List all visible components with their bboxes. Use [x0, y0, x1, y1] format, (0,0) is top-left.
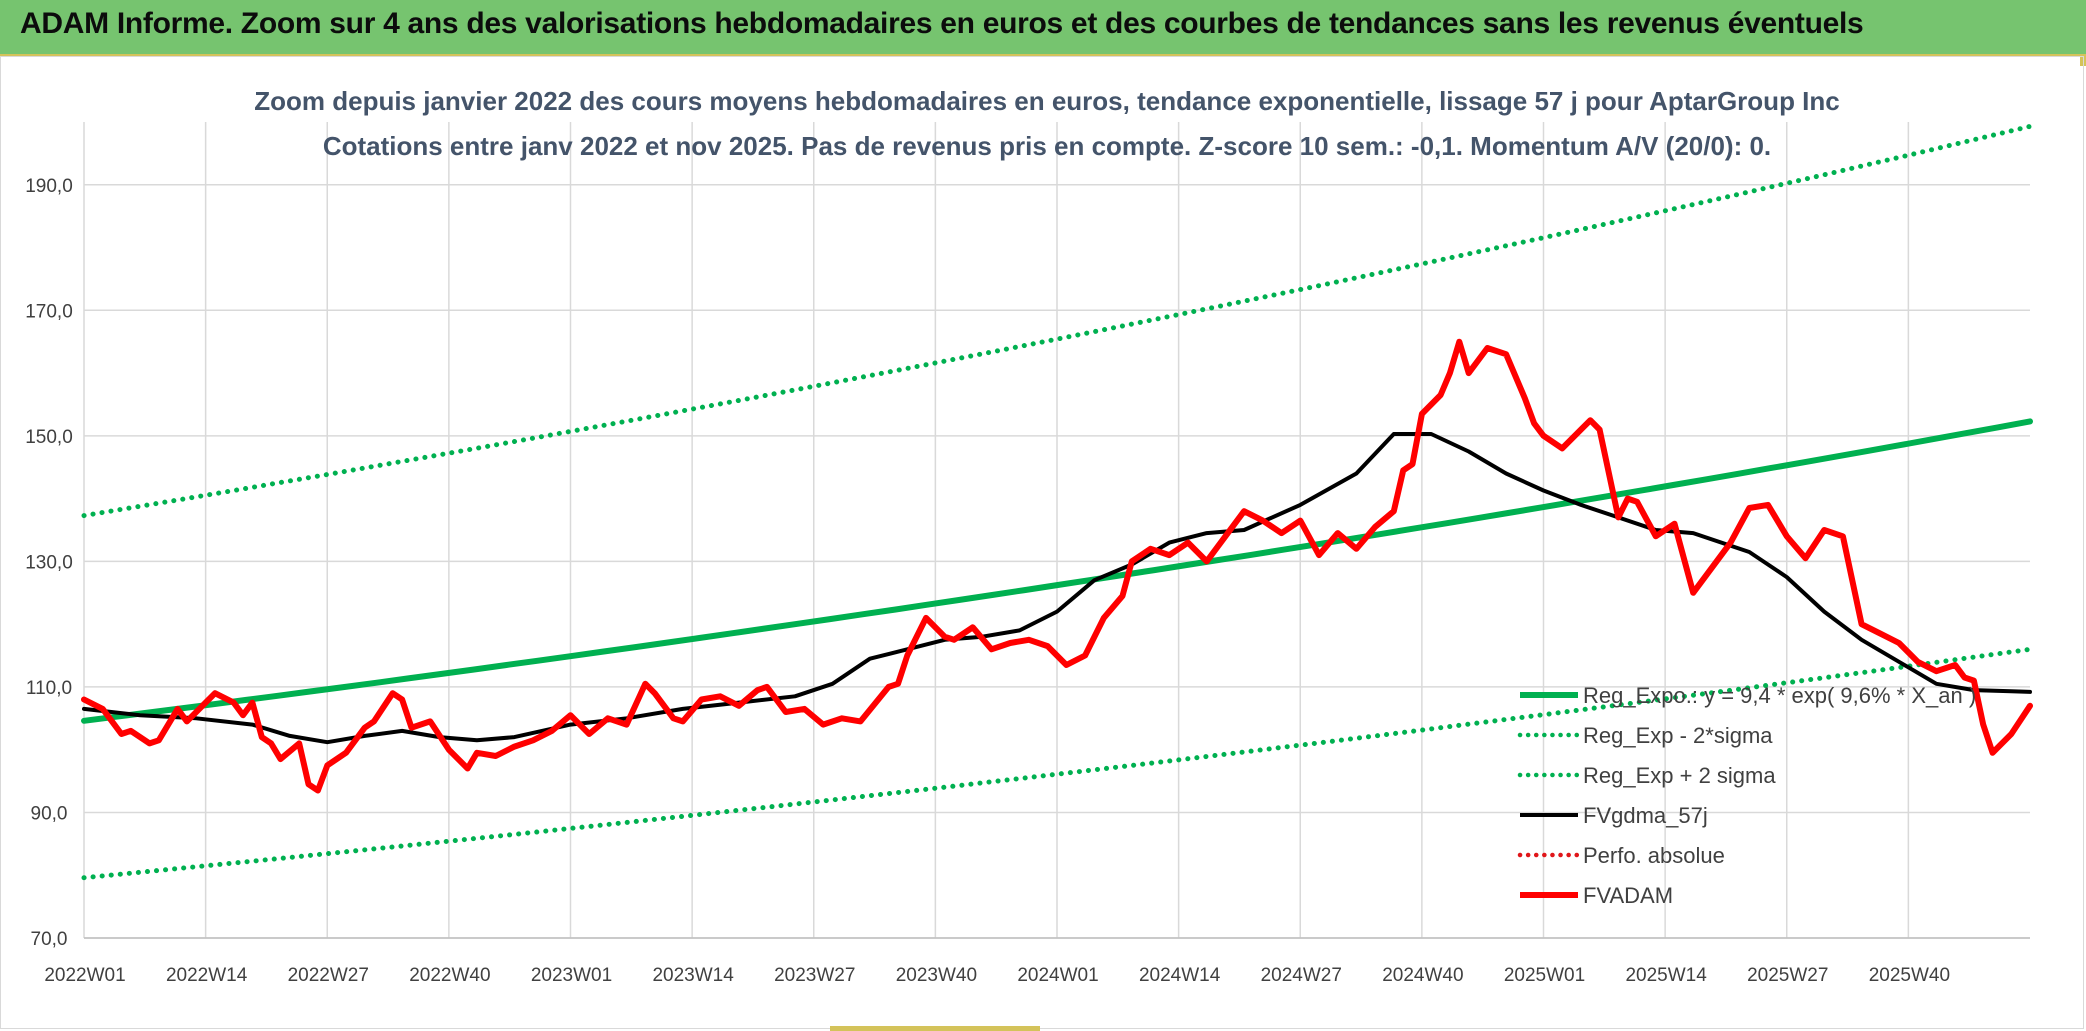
chart-title: Zoom depuis janvier 2022 des cours moyen… — [254, 86, 1840, 116]
x-tick-label: 2025W40 — [1869, 965, 1950, 986]
y-tick-label: 130,0 — [25, 552, 73, 573]
x-tick-label: 2024W14 — [1139, 965, 1221, 986]
legend-label-0: Reg_Expo.: y = 9,4 * exp( 9,6% * X_an ) — [1583, 683, 1976, 708]
x-tick-label: 2023W40 — [896, 965, 977, 986]
y-axis-labels: 70,0 90,0 110,0 130,0 150,0 170,0 190,0 — [25, 176, 73, 950]
series-line-5 — [81, 338, 2033, 794]
x-tick-label: 2023W14 — [652, 965, 734, 986]
x-tick-label: 2023W27 — [774, 965, 855, 986]
legend-label-5: FVADAM — [1583, 883, 1673, 908]
x-tick-label: 2022W14 — [166, 965, 248, 986]
chart-gridlines — [83, 122, 2030, 939]
series-line-0 — [81, 418, 2033, 724]
y-tick-label: 150,0 — [25, 427, 73, 448]
legend-label-1: Reg_Exp - 2*sigma — [1583, 723, 1773, 748]
legend-label-2: Reg_Exp + 2 sigma — [1583, 763, 1776, 788]
report-header-bar: ADAM Informe. Zoom sur 4 ans des valoris… — [0, 0, 2086, 56]
legend-label-4: Perfo. absolue — [1583, 843, 1725, 868]
x-tick-label: 2024W27 — [1261, 965, 1342, 986]
chart-subtitle: Cotations entre janv 2022 et nov 2025. P… — [323, 131, 1771, 161]
x-tick-label: 2025W01 — [1504, 965, 1585, 986]
chart-frame — [0, 56, 2084, 1029]
report-title: ADAM Informe. Zoom sur 4 ans des valoris… — [20, 7, 1864, 40]
x-tick-label: 2025W27 — [1747, 965, 1828, 986]
bottom-accent — [830, 1026, 1040, 1031]
x-tick-label: 2022W27 — [288, 965, 369, 986]
y-tick-label: 170,0 — [25, 301, 73, 322]
y-tick-label: 90,0 — [31, 803, 68, 824]
series-line-3 — [82, 432, 2032, 745]
x-tick-label: 2022W01 — [44, 965, 125, 986]
x-tick-label: 2024W01 — [1017, 965, 1098, 986]
y-tick-label: 70,0 — [31, 929, 68, 950]
y-tick-label: 110,0 — [26, 678, 72, 699]
legend-label-3: FVgdma_57j — [1583, 803, 1708, 828]
x-tick-label: 2022W40 — [409, 965, 490, 986]
chart-legend: Reg_Expo.: y = 9,4 * exp( 9,6% * X_an ) R… — [1517, 683, 1976, 908]
chart-series — [81, 123, 2033, 881]
x-tick-label: 2023W01 — [531, 965, 612, 986]
y-tick-label: 190,0 — [25, 176, 73, 197]
x-axis-labels: 2022W01 2022W14 2022W27 2022W40 2023W01 2023W… — [44, 965, 1950, 986]
series-line-2 — [81, 123, 2033, 519]
x-tick-label: 2024W40 — [1382, 965, 1463, 986]
x-tick-label: 2025W14 — [1625, 965, 1707, 986]
series-line-1 — [81, 646, 2033, 881]
